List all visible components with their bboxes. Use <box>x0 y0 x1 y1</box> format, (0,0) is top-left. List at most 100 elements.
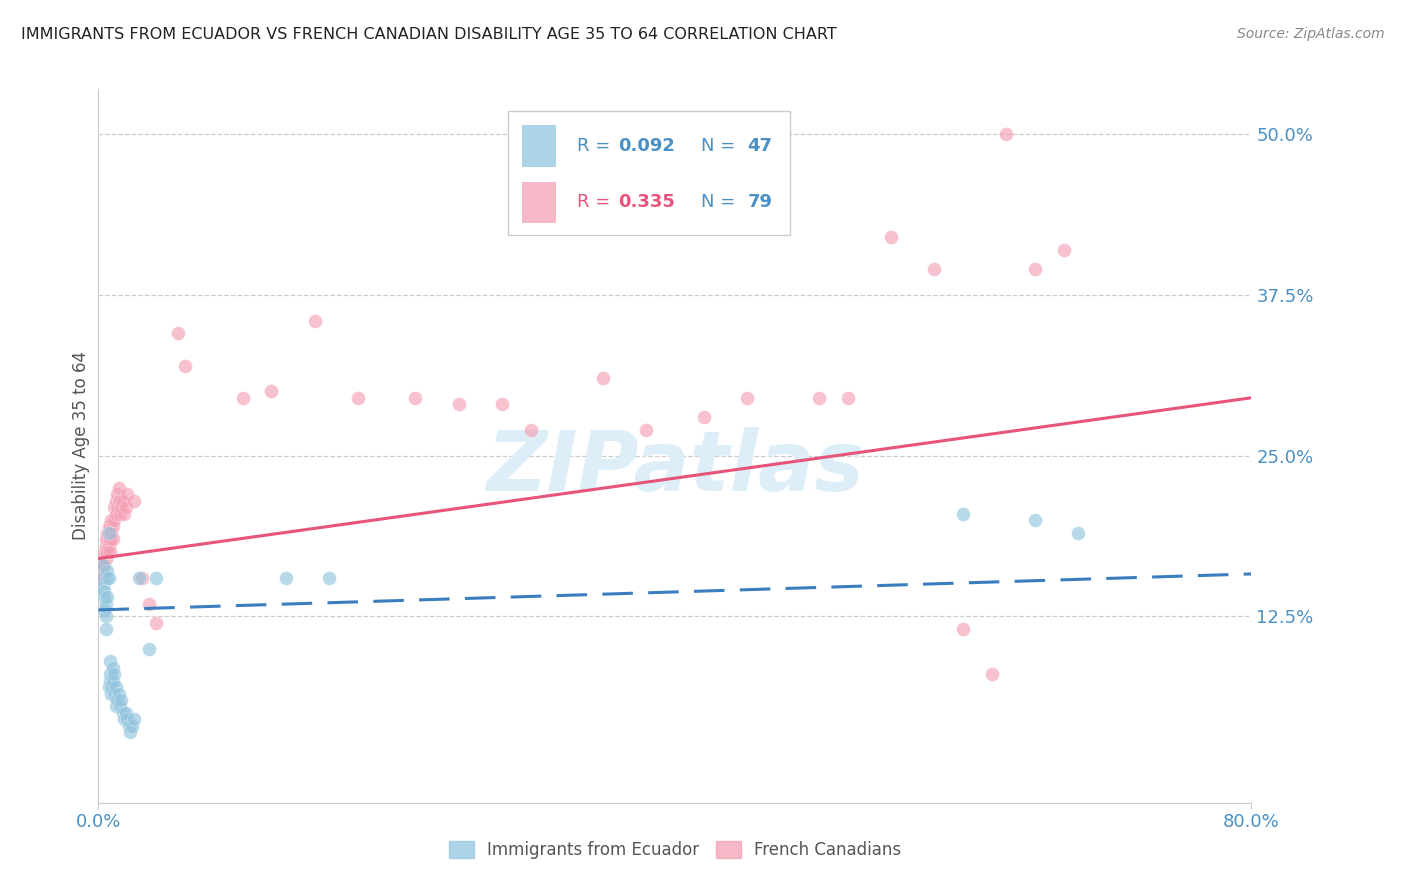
Point <box>91 558 114 572</box>
Point <box>231 391 254 405</box>
Point <box>304 313 326 327</box>
Point <box>98 519 121 533</box>
Point <box>108 699 131 714</box>
Point <box>94 597 117 611</box>
Point <box>808 391 831 405</box>
Point <box>405 391 427 405</box>
Point <box>93 583 115 598</box>
Point <box>952 622 974 636</box>
Point <box>91 571 114 585</box>
Point <box>104 507 127 521</box>
Bar <box>522 182 557 223</box>
Point <box>131 571 153 585</box>
Point <box>636 423 658 437</box>
Point <box>90 558 112 572</box>
Point <box>120 725 142 739</box>
Point <box>107 686 129 700</box>
Point <box>100 680 122 694</box>
Point <box>274 571 297 585</box>
Point <box>91 565 114 579</box>
Point <box>105 500 128 514</box>
Point <box>1053 243 1076 257</box>
Text: R =: R = <box>576 194 616 211</box>
Text: 0.092: 0.092 <box>619 137 675 155</box>
Point <box>260 384 283 399</box>
Point <box>592 371 614 385</box>
Point <box>96 590 118 604</box>
Legend: Immigrants from Ecuador, French Canadians: Immigrants from Ecuador, French Canadian… <box>441 834 908 866</box>
Point <box>93 571 115 585</box>
Point <box>97 519 120 533</box>
Point <box>98 654 121 668</box>
Point <box>108 493 131 508</box>
Text: N =: N = <box>702 194 741 211</box>
Point <box>107 481 129 495</box>
Point <box>103 513 125 527</box>
Point <box>96 565 118 579</box>
Text: Source: ZipAtlas.com: Source: ZipAtlas.com <box>1237 27 1385 41</box>
Point <box>90 571 112 585</box>
Point <box>138 641 160 656</box>
Point <box>952 507 974 521</box>
Point <box>90 571 112 585</box>
Point <box>97 571 120 585</box>
Point <box>111 706 134 720</box>
Point <box>96 525 118 540</box>
Point <box>97 680 120 694</box>
Text: IMMIGRANTS FROM ECUADOR VS FRENCH CANADIAN DISABILITY AGE 35 TO 64 CORRELATION C: IMMIGRANTS FROM ECUADOR VS FRENCH CANADI… <box>21 27 837 42</box>
Text: 0.335: 0.335 <box>619 194 675 211</box>
Point <box>100 686 122 700</box>
Point <box>145 571 167 585</box>
Text: 47: 47 <box>748 137 772 155</box>
Bar <box>522 126 557 167</box>
Point <box>145 615 167 630</box>
Point <box>138 597 160 611</box>
Point <box>98 667 121 681</box>
Point <box>112 507 135 521</box>
Point <box>101 661 124 675</box>
Point <box>880 230 903 244</box>
Point <box>101 673 124 688</box>
Point <box>447 397 470 411</box>
Point <box>105 487 128 501</box>
Point <box>837 391 859 405</box>
Point <box>1024 262 1046 277</box>
Point <box>94 539 117 553</box>
Point <box>97 533 120 547</box>
Point <box>97 539 120 553</box>
Point <box>98 673 121 688</box>
Point <box>114 706 136 720</box>
Point <box>101 519 124 533</box>
Point <box>103 667 125 681</box>
Point <box>96 571 118 585</box>
Text: ZIPatlas: ZIPatlas <box>486 427 863 508</box>
Point <box>346 391 368 405</box>
Point <box>166 326 188 341</box>
FancyBboxPatch shape <box>508 111 790 235</box>
Point <box>105 693 128 707</box>
Point <box>93 590 115 604</box>
Point <box>100 525 122 540</box>
Point <box>124 493 146 508</box>
Point <box>94 533 117 547</box>
Point <box>100 513 122 527</box>
Point <box>103 500 125 514</box>
Text: 79: 79 <box>748 194 772 211</box>
Point <box>110 693 132 707</box>
Point <box>520 423 543 437</box>
Point <box>924 262 946 277</box>
Point <box>101 533 124 547</box>
Point <box>981 667 1004 681</box>
Point <box>93 545 115 559</box>
Point <box>117 712 139 726</box>
Point <box>93 603 115 617</box>
Point <box>98 545 121 559</box>
Y-axis label: Disability Age 35 to 64: Disability Age 35 to 64 <box>72 351 90 541</box>
Point <box>318 571 340 585</box>
Point <box>103 686 125 700</box>
Point <box>117 487 139 501</box>
Point <box>110 500 132 514</box>
Text: R =: R = <box>576 137 616 155</box>
Point <box>107 493 129 508</box>
Point <box>91 580 114 594</box>
